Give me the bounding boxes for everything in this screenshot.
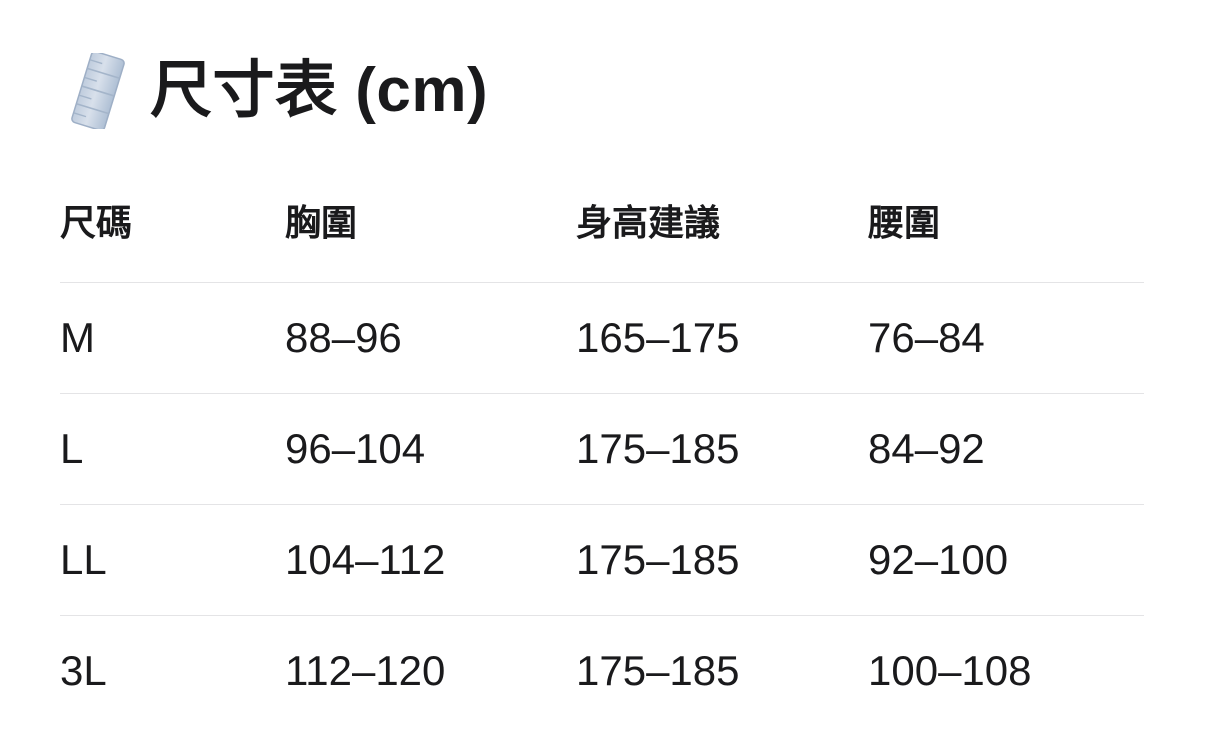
cell-waist: 84–92 bbox=[868, 424, 985, 472]
cell-chest: 112–120 bbox=[285, 646, 446, 694]
cell-waist: 100–108 bbox=[868, 646, 1032, 694]
size-chart-page: 尺寸表 (cm) 尺碼 胸圍 身高建議 腰圍 M 88–96 165–175 7… bbox=[60, 50, 1146, 726]
cell-waist: 92–100 bbox=[868, 535, 1009, 583]
cell-height: 175–185 bbox=[576, 646, 740, 694]
cell-chest: 104–112 bbox=[285, 535, 446, 583]
cell-height: 175–185 bbox=[576, 424, 740, 472]
column-header-height: 身高建議 bbox=[576, 202, 721, 243]
table-row-ll: LL 104–112 175–185 92–100 bbox=[60, 504, 1144, 615]
cell-height: 175–185 bbox=[576, 535, 740, 583]
section-title-row: 尺寸表 (cm) bbox=[60, 50, 1146, 132]
cell-chest: 96–104 bbox=[285, 424, 426, 472]
cell-size: L bbox=[60, 424, 84, 472]
table-row-m: M 88–96 165–175 76–84 bbox=[60, 282, 1144, 393]
cell-height: 165–175 bbox=[576, 313, 740, 361]
table-header-row: 尺碼 胸圍 身高建議 腰圍 bbox=[60, 202, 1144, 282]
column-header-waist: 腰圍 bbox=[868, 202, 941, 243]
ruler-icon bbox=[60, 50, 136, 132]
column-header-chest: 胸圍 bbox=[285, 202, 358, 243]
cell-size: LL bbox=[60, 535, 107, 583]
cell-chest: 88–96 bbox=[285, 313, 402, 361]
table-row-3l: 3L 112–120 175–185 100–108 bbox=[60, 615, 1144, 726]
column-header-size: 尺碼 bbox=[60, 202, 133, 243]
cell-size: M bbox=[60, 313, 95, 361]
page-title: 尺寸表 (cm) bbox=[150, 55, 489, 125]
size-chart-table: 尺碼 胸圍 身高建議 腰圍 M 88–96 165–175 76–84 L 96… bbox=[60, 202, 1144, 726]
table-row-l: L 96–104 175–185 84–92 bbox=[60, 393, 1144, 504]
cell-waist: 76–84 bbox=[868, 313, 985, 361]
cell-size: 3L bbox=[60, 646, 107, 694]
